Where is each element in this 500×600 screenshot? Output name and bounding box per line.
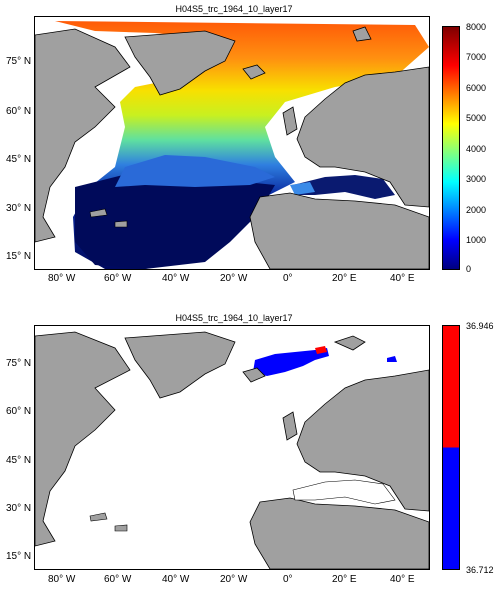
panel1-colorbar-tick-8000: 8000 <box>466 22 487 32</box>
panel2-lat-label-15: 15° N <box>6 551 32 562</box>
panel1-map <box>34 16 430 270</box>
panel1-colorbar-tick-1000: 1000 <box>466 235 487 245</box>
panel2-map <box>34 325 430 570</box>
panel2-lon-label-20w: 20° W <box>220 574 248 585</box>
panel1-lat-label-30: 30° N <box>6 203 32 214</box>
panel1-land-africa <box>249 192 429 269</box>
panel2-lon-label-40e: 40° E <box>390 574 415 585</box>
panel2-lon-label-20e: 20° E <box>332 574 357 585</box>
panel2-lat-label-60: 60° N <box>6 406 32 417</box>
panel1-colorbar-tick-7000: 7000 <box>466 52 487 62</box>
panel1-land-greenland <box>124 30 236 96</box>
panel1-lon-label-20e: 20° E <box>332 273 357 284</box>
panel2-lon-label-80w: 80° W <box>48 574 76 585</box>
panel1-title: H04S5_trc_1964_10_layer17 <box>175 4 293 14</box>
panel1-lon-label-80w: 80° W <box>48 273 76 284</box>
panel1-colorbar-tick-4000: 4000 <box>466 144 487 154</box>
panel1-lat-label-60: 60° N <box>6 106 32 117</box>
panel1-colorbar <box>442 26 460 270</box>
panel1-colorbar-tick-2000: 2000 <box>466 205 487 215</box>
panel2-land-north-america <box>35 331 131 547</box>
panel1-colorbar-tick-6000: 6000 <box>466 83 487 93</box>
panel1-lat-label-45: 45° N <box>6 154 32 165</box>
panel1-lat-label-15: 15° N <box>6 251 32 262</box>
panel1-lon-label-40w: 40° W <box>162 273 190 284</box>
panel2-colorbar <box>442 325 460 570</box>
panel1-land-north-america <box>35 28 131 243</box>
panel2-lon-label-40w: 40° W <box>162 574 190 585</box>
panel2-land-eurasia <box>296 369 429 512</box>
panel2-map-svg <box>35 331 429 569</box>
panel2-colorbar-tick-min: 36.712 <box>466 565 494 575</box>
panel2-lat-label-45: 45° N <box>6 455 32 466</box>
panel1-lon-label-40e: 40° E <box>390 273 415 284</box>
panel1-lon-label-0: 0° <box>283 273 293 284</box>
panel2-title: H04S5_trc_1964_10_layer17 <box>175 313 293 323</box>
panel1-map-svg <box>35 21 429 269</box>
panel1-lon-label-60w: 60° W <box>104 273 132 284</box>
panel1-land-eurasia <box>296 66 429 208</box>
panel2-lat-label-30: 30° N <box>6 503 32 514</box>
panel1-lat-label-75: 75° N <box>6 56 32 67</box>
panel2-lon-label-60w: 60° W <box>104 574 132 585</box>
panel1-colorbar-tick-3000: 3000 <box>466 174 487 184</box>
panel2-blue-patch <box>253 348 329 376</box>
panel2-land-greenland <box>124 331 236 399</box>
panel2-colorbar-tick-max: 36.946 <box>466 321 494 331</box>
panel1-colorbar-tick-0: 0 <box>466 264 472 274</box>
panel1-lon-label-20w: 20° W <box>220 273 248 284</box>
panel2-lon-label-0: 0° <box>283 574 293 585</box>
panel2-land-africa <box>249 497 429 569</box>
panel1-colorbar-tick-5000: 5000 <box>466 113 487 123</box>
panel2-lat-label-75: 75° N <box>6 358 32 369</box>
